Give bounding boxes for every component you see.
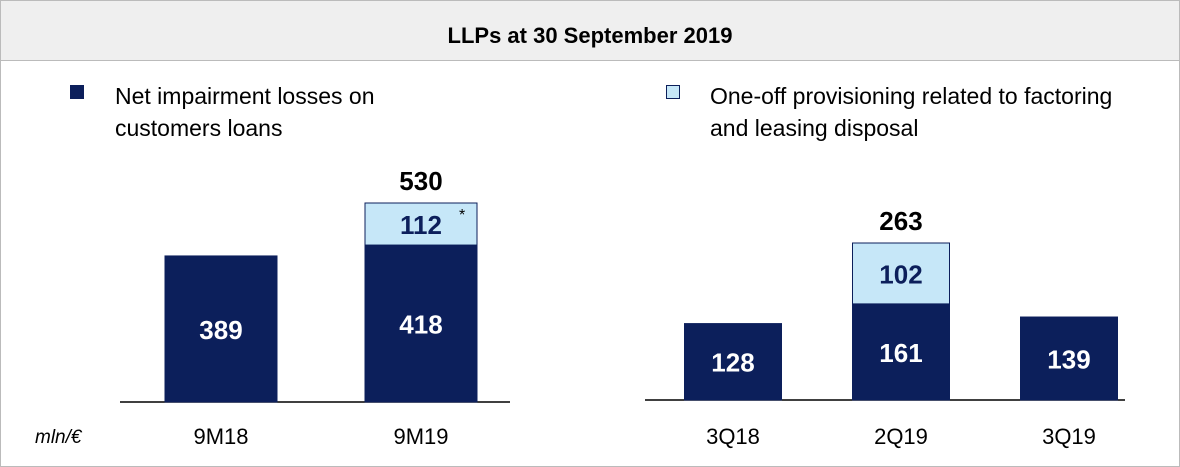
- legend-entry: Net impairment losses on customers loans: [115, 83, 375, 141]
- x-tick-label: 9M18: [193, 424, 248, 449]
- value-label: 418: [399, 309, 442, 339]
- title: LLPs at 30 September 2019: [448, 23, 733, 48]
- header-bar: [0, 0, 1180, 61]
- legend-swatch: [666, 85, 680, 99]
- bar-segment: [364, 244, 478, 403]
- total-label: 530: [399, 166, 442, 196]
- annotation: *: [459, 207, 465, 224]
- x-tick-label: 2Q19: [874, 424, 928, 449]
- bar-segment: [164, 255, 278, 403]
- value-label: 139: [1047, 344, 1090, 374]
- x-tick-label: 3Q19: [1042, 424, 1096, 449]
- unit-label: mln/€: [35, 427, 83, 448]
- bar-segment: [852, 242, 950, 305]
- legend-swatch: [70, 85, 84, 99]
- x-tick-label: 3Q18: [706, 424, 760, 449]
- bar-segment: [684, 323, 782, 401]
- value-label: 128: [711, 348, 754, 378]
- value-label: 112: [400, 210, 442, 240]
- legend-entry: One-off provisioning related to factorin…: [710, 83, 1113, 141]
- value-label: 102: [879, 259, 922, 289]
- bar-segment: [364, 202, 478, 246]
- value-label: 389: [199, 315, 242, 345]
- bar-segment: [1020, 316, 1118, 401]
- value-label: 161: [879, 338, 922, 368]
- total-label: 263: [879, 206, 922, 236]
- x-tick-label: 9M19: [393, 424, 448, 449]
